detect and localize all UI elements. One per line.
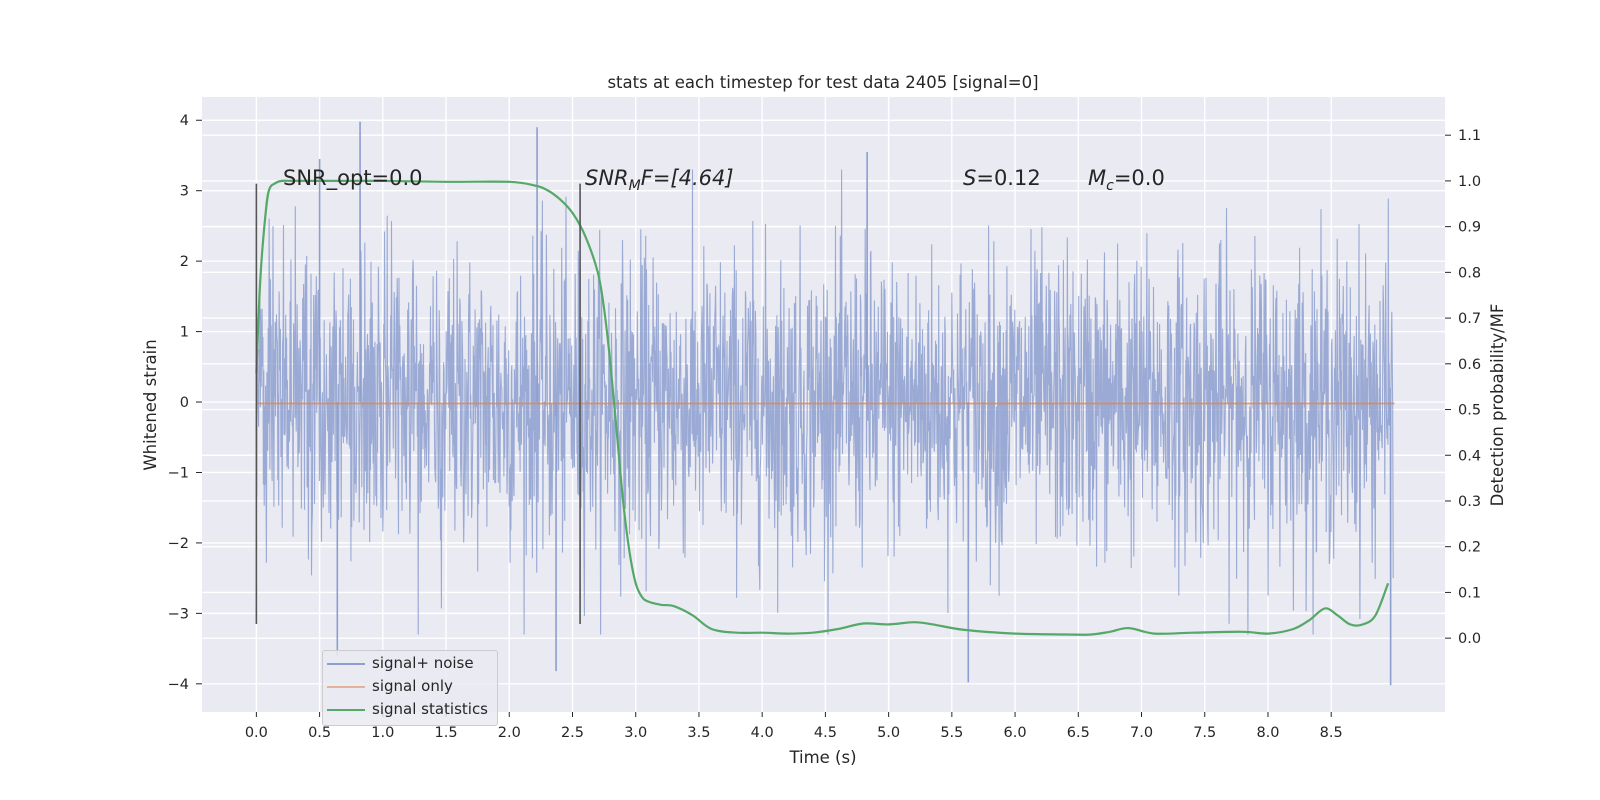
stats-series	[255, 179, 1390, 636]
y2-tick-label: 0.5	[1458, 403, 1481, 419]
x-axis-label: Time (s)	[788, 748, 856, 767]
mc-annotation: Mc=0.0	[1088, 166, 1165, 194]
y-tick-label: 3	[180, 184, 189, 200]
y2-tick-label: 1.1	[1458, 128, 1481, 144]
y2-tick-label: 0.2	[1458, 540, 1481, 556]
mc-symbol: M	[1088, 166, 1106, 190]
x-tick-label: 3.5	[687, 725, 710, 741]
s-symbol: S	[963, 166, 976, 190]
y-tick-label: −2	[168, 536, 189, 552]
snr-mf-subscript: M	[629, 178, 641, 194]
y2-tick-labels: 1.1 1.0 0.9 0.8 0.7 0.6 0.5 0.4 0.3 0.2 0.1 0.0	[1445, 128, 1481, 647]
y-tick-labels: 4 3 2 1 0 −1 −2 −3 −4	[168, 113, 202, 693]
x-tick-label: 7.5	[1193, 725, 1216, 741]
x-tick-label: 2.5	[561, 725, 584, 741]
legend-label-signal-noise: signal+ noise	[372, 654, 474, 672]
y2-tick-label: 1.0	[1458, 174, 1481, 190]
snr-mf-annotation: SNRMF=[4.64]	[585, 166, 734, 194]
y2-tick-label: 0.7	[1458, 311, 1481, 327]
signal-statistics-line	[255, 179, 1390, 636]
y-axis-label: Whitened strain	[141, 339, 160, 470]
x-tick-label: 6.5	[1067, 725, 1090, 741]
legend-label-signal-statistics: signal statistics	[372, 700, 489, 718]
y-tick-label: −3	[168, 606, 189, 622]
s-annotation: S=0.12	[963, 166, 1041, 190]
y2-tick-label: 0.4	[1458, 448, 1481, 464]
y-tick-label: 0	[180, 395, 189, 411]
x-tick-label: 8.0	[1256, 725, 1279, 741]
x-tick-label: 1.0	[371, 725, 394, 741]
y-tick-label: −1	[168, 465, 189, 481]
y-tick-label: 1	[180, 325, 189, 341]
y2-tick-label: 0.9	[1458, 220, 1481, 236]
snr-mf-symbol: SNR	[585, 166, 629, 190]
x-tick-label: 4.5	[814, 725, 837, 741]
x-tick-label: 0.0	[245, 725, 268, 741]
signal-noise-line	[255, 169, 1394, 635]
snr-mf-value: F=[4.64]	[641, 166, 734, 190]
y2-tick-label: 0.1	[1458, 585, 1481, 601]
noise-series	[255, 121, 1394, 686]
x-tick-label: 5.5	[940, 725, 963, 741]
legend-swatch-signal-only	[327, 686, 365, 688]
x-tick-label: 7.0	[1130, 725, 1153, 741]
x-tick-label: 2.0	[498, 725, 521, 741]
snr-opt-annotation: SNR_opt=0.0	[283, 166, 423, 191]
legend-swatch-signal-statistics	[327, 709, 365, 711]
y-tick-label: 2	[180, 254, 189, 270]
y2-tick-label: 0.0	[1458, 631, 1481, 647]
y2-tick-label: 0.3	[1458, 494, 1481, 510]
legend-swatch-signal-noise	[327, 663, 365, 665]
x-tick-label: 5.0	[877, 725, 900, 741]
mc-value: =0.0	[1114, 166, 1165, 190]
x-tick-label: 6.0	[1004, 725, 1027, 741]
y-tick-label: −4	[168, 677, 189, 693]
x-tick-label: 4.0	[751, 725, 774, 741]
x-tick-label: 8.5	[1320, 725, 1343, 741]
vertical-markers	[255, 183, 581, 624]
y2-tick-label: 0.8	[1458, 265, 1481, 281]
chart-title: stats at each timestep for test data 240…	[607, 73, 1038, 92]
y-tick-label: 4	[180, 113, 189, 129]
y2-axis-label: Detection probability/MF	[1488, 304, 1507, 507]
s-value: =0.12	[976, 166, 1040, 190]
x-tick-label: 0.5	[308, 725, 331, 741]
x-tick-labels: 0.0 0.5 1.0 1.5 2.0 2.5 3.0 3.5 4.0 4.5 5.0 5.5 6.0 6…	[245, 712, 1343, 741]
legend-label-signal-only: signal only	[372, 677, 453, 695]
mc-subscript: c	[1106, 178, 1114, 194]
y2-tick-label: 0.6	[1458, 357, 1481, 373]
x-tick-label: 1.5	[435, 725, 458, 741]
x-tick-label: 3.0	[624, 725, 647, 741]
chart-legend: signal+ noise signal only signal statist…	[322, 650, 498, 726]
